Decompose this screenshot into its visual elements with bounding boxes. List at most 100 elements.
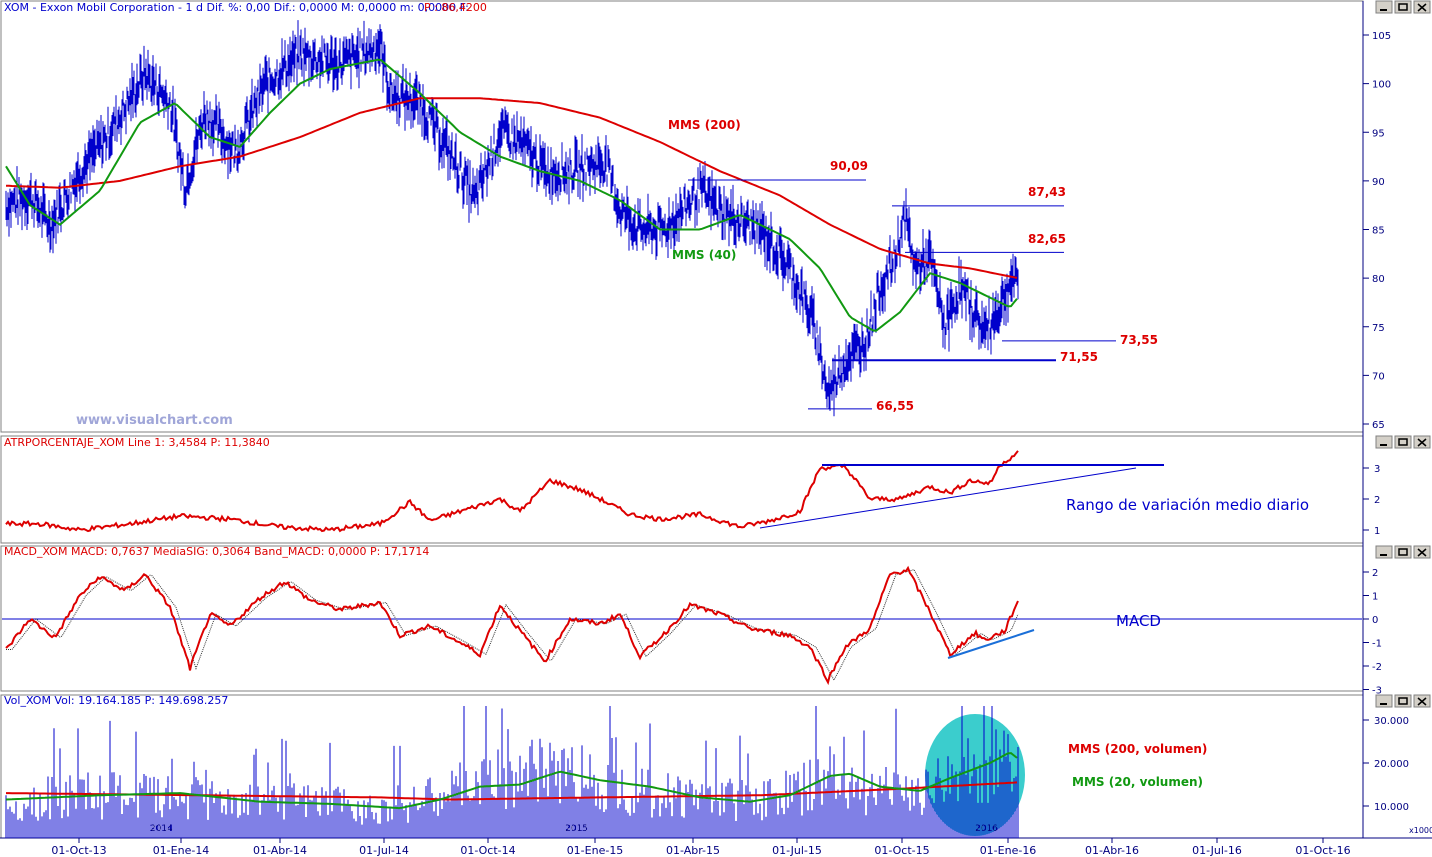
- atr-trendline: [759, 467, 1137, 529]
- y-tick-label: -2: [1372, 662, 1382, 673]
- volume-multiplier: x1000: [1409, 826, 1432, 835]
- restore-icon: [1398, 548, 1408, 556]
- x-tick-label: 01-Jul-14: [359, 844, 409, 857]
- pane-minimize-button[interactable]: [1375, 435, 1393, 449]
- pane-minimize-button[interactable]: [1375, 545, 1393, 559]
- mms40-label: MMS (40): [672, 248, 736, 262]
- x-tick-label: 01-Abr-15: [666, 844, 720, 857]
- button-face: [1394, 0, 1412, 14]
- close-icon: [1417, 697, 1427, 706]
- atr-plot: [5, 450, 1164, 533]
- y-tick-label: 70: [1372, 371, 1385, 382]
- pane-restore-button[interactable]: [1394, 694, 1412, 708]
- x-tick-label: 01-Ene-15: [567, 844, 624, 857]
- vol-mms20-line: [5, 752, 1018, 810]
- pane-close-button[interactable]: [1413, 545, 1431, 559]
- restore-icon: [1398, 697, 1408, 705]
- macd-signal-line: [6, 569, 1019, 682]
- x-tick-label: 01-Jul-16: [1192, 844, 1242, 857]
- mms200-line: [5, 97, 1018, 279]
- volume-header: Vol_XOM Vol: 19.164.185 P: 149.698.257: [4, 694, 228, 707]
- y-tick-label: 100: [1372, 80, 1391, 91]
- x-tick-label: 01-Oct-14: [460, 844, 515, 857]
- atr-pane: [0, 435, 1364, 544]
- price-header: XOM - Exxon Mobil Corporation - 1 d Dif.…: [4, 1, 469, 14]
- x-tick-label: 01-Abr-14: [253, 844, 307, 857]
- macd-annotation: MACD: [1116, 612, 1161, 630]
- x-tick-label: 01-Oct-16: [1295, 844, 1350, 857]
- pane-restore-button[interactable]: [1394, 435, 1412, 449]
- watermark: www.visualchart.com: [76, 413, 233, 428]
- y-tick-label: 1: [1374, 526, 1380, 537]
- y-tick-label: 2: [1374, 495, 1380, 506]
- macd-header: MACD_XOM MACD: 0,7637 MediaSIG: 0,3064 B…: [4, 545, 429, 558]
- y-tick-label: 90: [1372, 177, 1385, 188]
- close-icon: [1417, 3, 1427, 12]
- y-tick-label: 95: [1372, 128, 1385, 139]
- x-tick-label: 01-Oct-15: [874, 844, 929, 857]
- year-mark: 2016: [975, 824, 998, 834]
- pane-minimize-button[interactable]: [1375, 694, 1393, 708]
- y-tick-label: 0: [1372, 615, 1378, 626]
- pane-close-button[interactable]: [1413, 0, 1431, 14]
- x-tick-label: 01-Jul-15: [772, 844, 822, 857]
- y-axis: 105 100 95 90 85 80 75 70 65 3 2 1 2 1 0 -1 -2 -3 30.000 20…: [1363, 31, 1409, 813]
- x-tick-label: 01-Ene-16: [980, 844, 1037, 857]
- x-tick-label: 01-Oct-13: [51, 844, 106, 857]
- price-plot: [5, 20, 1116, 417]
- level-7355-label: 73,55: [1120, 333, 1158, 347]
- level-8265-label: 82,65: [1028, 232, 1066, 246]
- y-tick-label: 20.000: [1374, 759, 1409, 770]
- y-tick-label: 10.000: [1374, 802, 1409, 813]
- vol-mms200-label: MMS (200, volumen): [1068, 742, 1207, 756]
- close-icon: [1417, 438, 1427, 447]
- y-tick-label: 85: [1372, 226, 1385, 237]
- mms200-label: MMS (200): [668, 118, 741, 132]
- restore-icon: [1398, 438, 1408, 446]
- atr-annotation: Rango de variación medio diario: [1066, 496, 1309, 514]
- button-face: [1375, 435, 1393, 449]
- x-tick-label: 01-Ene-14: [153, 844, 210, 857]
- pane-buttons: [1375, 0, 1431, 708]
- button-face: [1394, 694, 1412, 708]
- pane-close-button[interactable]: [1413, 694, 1431, 708]
- price-bars: [5, 20, 1019, 417]
- x-tick-label: 01-Abr-16: [1085, 844, 1139, 857]
- y-tick-label: 2: [1372, 568, 1378, 579]
- vol-mms20-label: MMS (20, volumen): [1072, 775, 1203, 789]
- close-icon: [1417, 548, 1427, 557]
- y-tick-label: -1: [1372, 639, 1382, 650]
- price-header-value: P : 86,4200: [424, 1, 487, 14]
- pane-close-button[interactable]: [1413, 435, 1431, 449]
- y-tick-label: -3: [1372, 686, 1382, 697]
- macd-line: [5, 565, 1019, 686]
- y-tick-label: 65: [1372, 420, 1385, 431]
- pane-restore-button[interactable]: [1394, 545, 1412, 559]
- button-face: [1375, 694, 1393, 708]
- level-7155-label: 71,55: [1060, 350, 1098, 364]
- restore-icon: [1398, 3, 1408, 11]
- macd-plot: [2, 565, 1362, 686]
- level-6655-label: 66,55: [876, 399, 914, 413]
- vol-mms200-line: [6, 781, 1018, 801]
- y-tick-label: 1: [1372, 592, 1378, 603]
- level-9009-label: 90,09: [830, 159, 868, 173]
- x-axis: 01-Oct-13 01-Ene-14 01-Abr-14 01-Jul-14 01-O…: [51, 838, 1351, 857]
- y-tick-label: 3: [1374, 464, 1380, 475]
- y-tick-label: 75: [1372, 323, 1385, 334]
- atr-line: [5, 450, 1019, 533]
- year-mark: 2014: [150, 824, 173, 834]
- y-tick-label: 105: [1372, 31, 1391, 42]
- volume-plot: 2014 2015 2016: [5, 706, 1025, 838]
- button-face: [1394, 435, 1412, 449]
- year-mark: 2015: [565, 824, 588, 834]
- y-tick-label: 80: [1372, 274, 1385, 285]
- macd-trendline: [947, 629, 1035, 659]
- pane-minimize-button[interactable]: [1375, 0, 1393, 14]
- level-8743-label: 87,43: [1028, 185, 1066, 199]
- button-face: [1394, 545, 1412, 559]
- pane-restore-button[interactable]: [1394, 0, 1412, 14]
- y-tick-label: 30.000: [1374, 716, 1409, 727]
- button-face: [1375, 545, 1393, 559]
